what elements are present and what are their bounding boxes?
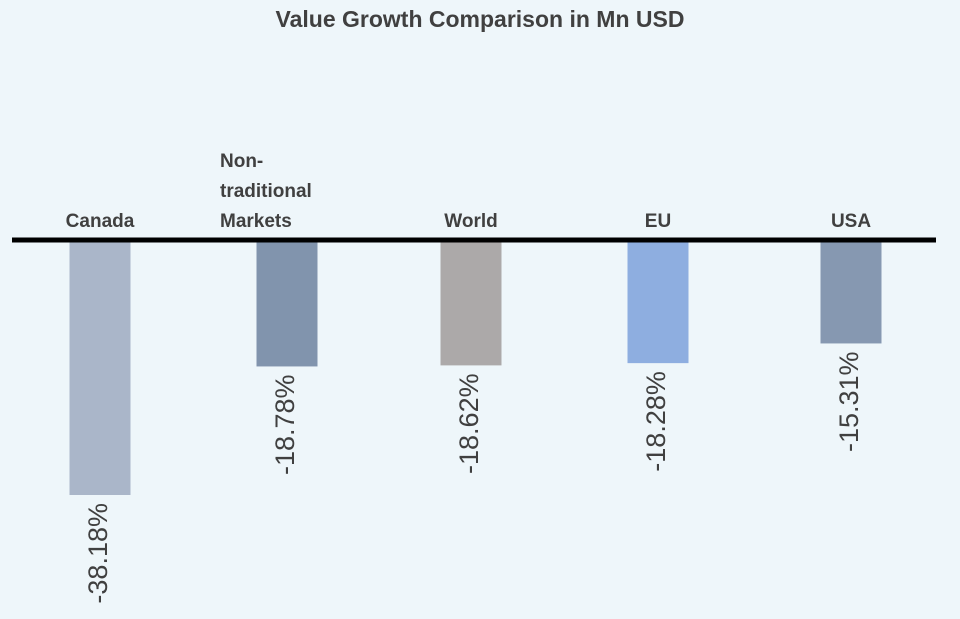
category-label: USA (831, 211, 871, 232)
data-label: -18.62% (454, 373, 484, 474)
bar-0 (69, 242, 131, 495)
data-label: -15.31% (834, 351, 864, 452)
bar-1 (256, 242, 318, 367)
category-label: Non-traditional Markets (220, 151, 312, 232)
data-label: -18.78% (270, 374, 300, 475)
bar-4 (820, 242, 882, 344)
bar-2 (440, 242, 502, 366)
category-label: World (444, 211, 497, 232)
chart-title: Value Growth Comparison in Mn USD (275, 6, 685, 32)
category-label: EU (645, 211, 671, 232)
data-label: -38.18% (83, 503, 113, 604)
bar-3 (627, 242, 689, 364)
data-label: -18.28% (641, 371, 671, 472)
category-label: Canada (66, 211, 135, 232)
